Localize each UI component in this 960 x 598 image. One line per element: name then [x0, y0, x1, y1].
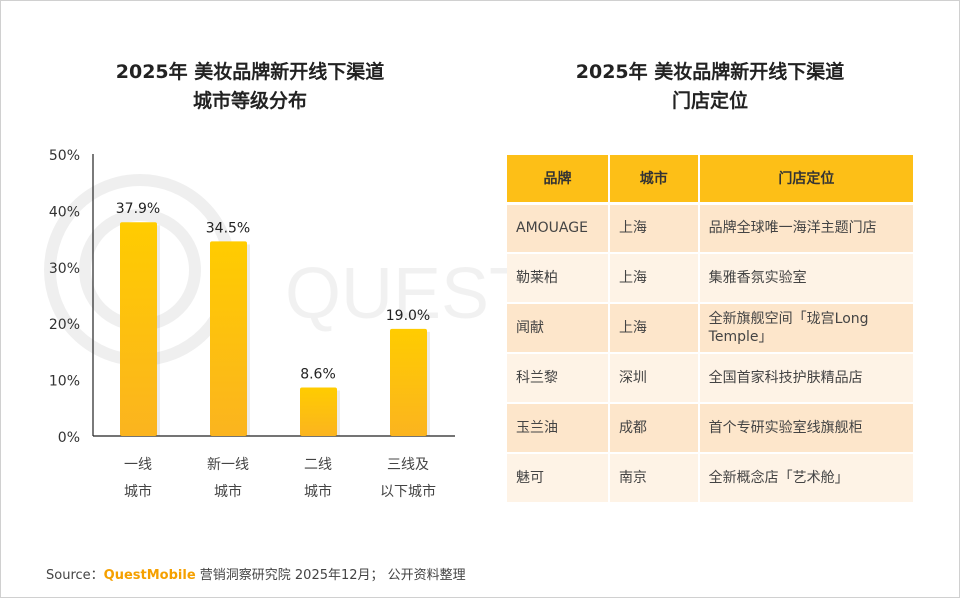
bar — [390, 328, 427, 436]
chart-title: 2025年 美妆品牌新开线下渠道 城市等级分布 — [60, 58, 440, 116]
table-title-line1: 2025年 美妆品牌新开线下渠道 — [575, 61, 845, 83]
source-text: 营销洞察研究院 2025年12月； 公开资料整理 — [195, 568, 466, 583]
source-brand: QuestMobile — [103, 568, 196, 583]
data-label: 8.6% — [300, 366, 336, 382]
positioning-cell: 全新旗舰空间「珑宫Long Temple」 — [698, 303, 916, 354]
positioning-cell: 全国首家科技护肤精品店 — [698, 353, 916, 404]
brand-cell: 闻献 — [507, 303, 610, 354]
x-tick-label: 城市 — [124, 483, 152, 500]
data-label: 34.5% — [206, 220, 250, 236]
brand-cell: 玉兰油 — [507, 403, 610, 454]
brand-cell: 勒莱柏 — [507, 253, 610, 304]
table-row: AMOUAGE 上海 品牌全球唯一海洋主题门店 — [507, 203, 916, 254]
table-row: 勒莱柏 上海 集雅香氛实验室 — [507, 253, 916, 304]
y-tick-label: 20% — [49, 317, 80, 333]
column-header: 品牌 — [507, 155, 610, 205]
source-label: Source： — [46, 568, 104, 583]
chart-title-line2: 城市等级分布 — [192, 90, 307, 112]
brand-cell: 科兰黎 — [507, 353, 610, 404]
positioning-cell: 全新概念店「艺术舱」 — [698, 453, 916, 504]
store-table: 品牌 城市 门店定位 AMOUAGE 上海 品牌全球唯一海洋主题门店 勒莱柏 上海 集雅香氛实… — [507, 155, 916, 504]
table-title: 2025年 美妆品牌新开线下渠道 门店定位 — [500, 58, 920, 116]
positioning-cell: 集雅香氛实验室 — [698, 253, 916, 304]
city-cell: 上海 — [608, 253, 700, 304]
y-tick-label: 0% — [58, 430, 80, 446]
brand-cell: AMOUAGE — [507, 203, 610, 254]
data-label: 19.0% — [386, 308, 430, 324]
column-header: 城市 — [608, 155, 700, 205]
city-cell: 成都 — [608, 403, 700, 454]
x-tick-label: 城市 — [214, 483, 242, 500]
watermark-text: QUEST — [285, 254, 533, 334]
column-header: 门店定位 — [698, 155, 916, 205]
x-tick-label: 二线 — [304, 457, 332, 473]
chart-title-line1: 2025年 美妆品牌新开线下渠道 — [115, 61, 385, 83]
table-row: 科兰黎 深圳 全国首家科技护肤精品店 — [507, 353, 916, 404]
data-label: 37.9% — [116, 201, 160, 217]
table-title-line2: 门店定位 — [671, 90, 748, 112]
city-cell: 上海 — [608, 303, 700, 354]
city-cell: 南京 — [608, 453, 700, 504]
city-cell: 深圳 — [608, 353, 700, 404]
brand-cell: 魅可 — [507, 453, 610, 504]
source-note: Source：QuestMobile 营销洞察研究院 2025年12月； 公开资… — [46, 564, 466, 583]
bar — [300, 387, 337, 436]
x-tick-label: 三线及 — [387, 457, 429, 473]
bar — [120, 222, 157, 436]
bar — [210, 241, 247, 436]
y-tick-label: 50% — [49, 148, 80, 164]
positioning-cell: 品牌全球唯一海洋主题门店 — [698, 203, 916, 254]
table-header-row: 品牌 城市 门店定位 — [507, 155, 916, 205]
city-cell: 上海 — [608, 203, 700, 254]
y-tick-label: 40% — [49, 204, 80, 220]
table-row: 玉兰油 成都 首个专研实验室线旗舰柜 — [507, 403, 916, 454]
x-tick-label: 一线 — [124, 457, 152, 473]
table-row: 魅可 南京 全新概念店「艺术舱」 — [507, 453, 916, 504]
table-row: 闻献 上海 全新旗舰空间「珑宫Long Temple」 — [507, 303, 916, 354]
positioning-cell: 首个专研实验室线旗舰柜 — [698, 403, 916, 454]
x-tick-label: 城市 — [304, 483, 332, 500]
y-tick-label: 30% — [49, 261, 80, 277]
y-tick-label: 10% — [49, 374, 80, 390]
x-tick-label: 新一线 — [207, 457, 249, 473]
x-tick-label: 以下城市 — [380, 483, 436, 500]
